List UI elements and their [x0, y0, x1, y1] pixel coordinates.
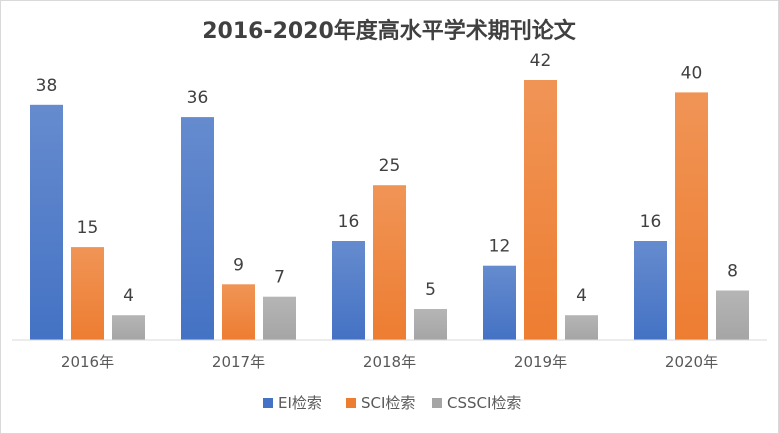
- data-label-2018年-CSSCI检索: 5: [425, 280, 436, 300]
- bar-2019年-CSSCI检索: [565, 315, 598, 340]
- x-tick-label: 2016年: [61, 353, 114, 371]
- legend: EI检索 SCI检索 CSSCI检索: [263, 394, 521, 412]
- x-tick-label: 2020年: [665, 353, 718, 371]
- data-label-2019年-EI检索: 12: [489, 237, 511, 257]
- data-label-2018年-SCI检索: 25: [379, 156, 401, 176]
- x-tick-label: 2018年: [363, 353, 416, 371]
- data-label-2016年-CSSCI检索: 4: [123, 286, 134, 306]
- data-label-2016年-SCI检索: 15: [77, 218, 99, 238]
- bar-2017年-SCI检索: [222, 284, 255, 340]
- bar-2018年-CSSCI检索: [414, 309, 447, 340]
- x-tick-label: 2019年: [514, 353, 567, 371]
- data-label-2018年-EI检索: 16: [338, 212, 360, 232]
- data-label-2020年-EI检索: 16: [640, 212, 662, 232]
- data-label-2019年-SCI检索: 42: [530, 51, 552, 71]
- x-tick-label: 2017年: [212, 353, 265, 371]
- bar-2020年-SCI检索: [675, 92, 708, 341]
- bar-2018年-EI检索: [332, 241, 365, 340]
- chart-title: 2016-2020年度高水平学术期刊论文: [202, 18, 577, 44]
- bar-2020年-EI检索: [634, 241, 667, 340]
- bars-layer: 38 15 4 36 9 7 16 25 5 12 42 4 16 40 8: [30, 51, 749, 341]
- legend-label-CSSCI检索: CSSCI检索: [447, 394, 521, 412]
- data-label-2019年-CSSCI检索: 4: [576, 286, 587, 306]
- legend-label-EI检索: EI检索: [278, 394, 322, 412]
- bar-2019年-SCI检索: [524, 80, 557, 340]
- bar-2019年-EI检索: [483, 265, 516, 340]
- data-label-2020年-CSSCI检索: 8: [727, 262, 738, 282]
- bar-2016年-SCI检索: [71, 247, 104, 340]
- data-label-2017年-CSSCI检索: 7: [274, 268, 285, 288]
- data-label-2017年-SCI检索: 9: [233, 255, 244, 275]
- data-label-2020年-SCI检索: 40: [681, 63, 703, 83]
- legend-label-SCI检索: SCI检索: [361, 394, 415, 412]
- bar-2017年-CSSCI检索: [263, 296, 296, 340]
- bar-2018年-SCI检索: [373, 185, 406, 340]
- bar-2016年-EI检索: [30, 104, 63, 340]
- data-label-2016年-EI检索: 38: [36, 76, 58, 96]
- bar-2017年-EI检索: [181, 117, 214, 340]
- legend-swatch-CSSCI检索: [432, 398, 442, 408]
- bar-2020年-CSSCI检索: [716, 290, 749, 340]
- data-label-2017年-EI检索: 36: [187, 88, 209, 108]
- legend-swatch-EI检索: [263, 398, 273, 408]
- bar-2016年-CSSCI检索: [112, 315, 145, 340]
- x-tick-labels: 2016年 2017年 2018年 2019年 2020年: [61, 353, 718, 371]
- legend-swatch-SCI检索: [346, 398, 356, 408]
